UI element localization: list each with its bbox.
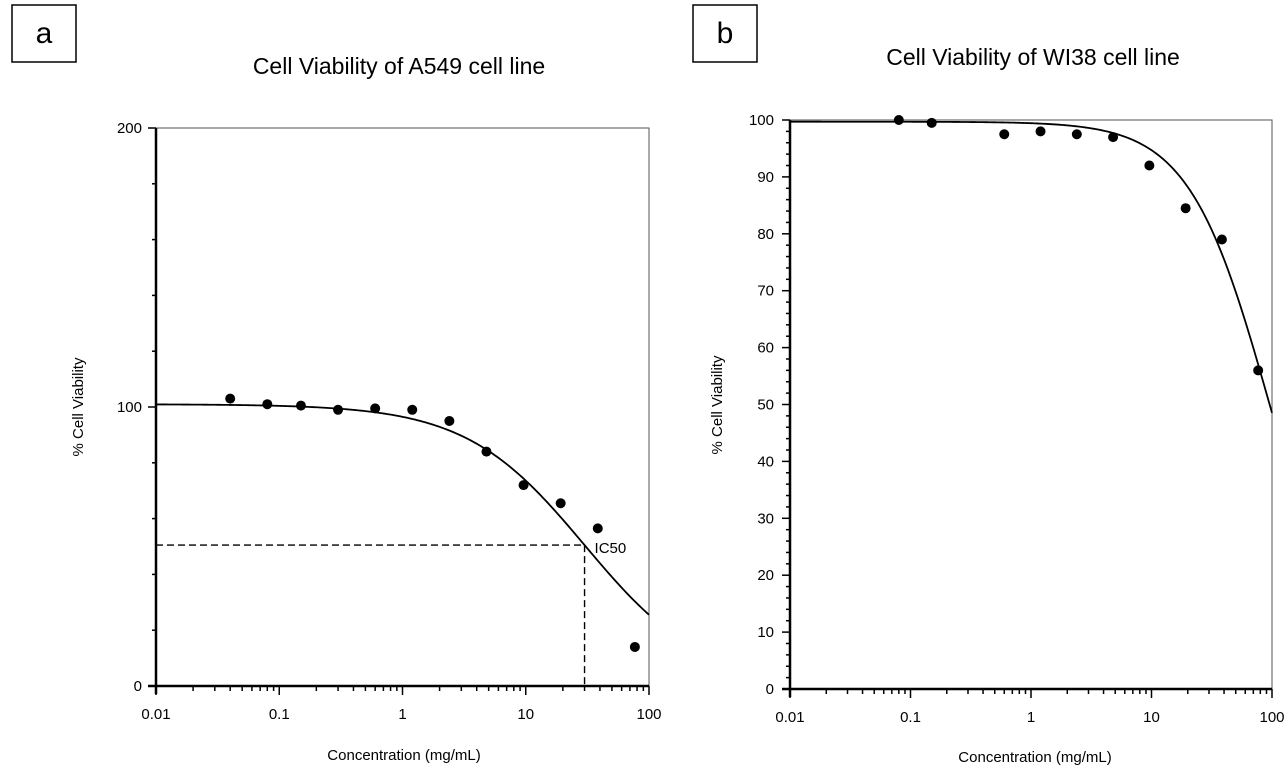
chart-a-x-axis-label: Concentration (mg/mL) (327, 747, 480, 764)
chart-a-data-point (444, 415, 455, 426)
chart-b-data-point (1108, 132, 1119, 143)
chart-b-y-tick-label: 90 (757, 169, 774, 186)
chart-b-data-point (1035, 126, 1046, 137)
chart-b-data-point (893, 115, 904, 125)
chart-a-data-point (555, 498, 566, 509)
chart-b-x-tick-label: 100 (1259, 709, 1284, 726)
chart-a-fit-curve (155, 403, 650, 616)
chart-b-y-tick-label: 60 (757, 340, 774, 357)
chart-a-y-tick-label: 0 (134, 678, 142, 695)
chart-a-data-point (481, 446, 492, 457)
chart-a-data-point (333, 404, 344, 415)
chart-b-data-point (1180, 203, 1191, 214)
chart-b-y-tick-label: 10 (757, 624, 774, 641)
chart-a-data-point (518, 480, 529, 491)
chart-a-y-axis-label: % Cell Viability (70, 357, 87, 456)
chart-a-x-tick-label: 1 (398, 706, 406, 723)
chart-a-data-point (225, 393, 236, 404)
chart-a-data-point (407, 404, 418, 415)
chart-b-x-tick-label: 1 (1027, 709, 1035, 726)
chart-a-plot: 0.01 0.1 1 10 100 0 100 200 IC50 (117, 120, 662, 723)
chart-a-data-point (629, 641, 640, 652)
panel-b-letter-box (692, 4, 758, 63)
chart-b-y-tick-label: 30 (757, 510, 774, 527)
panel-b-letter: b (717, 17, 734, 50)
chart-b-fit-curve (790, 120, 1273, 414)
chart-b-y-tick-label: 100 (749, 112, 774, 129)
chart-b-data-point (1216, 234, 1227, 245)
chart-a-data-point (370, 403, 381, 414)
chart-a-x-tick-label: 0.01 (141, 706, 170, 723)
chart-b-data-point (999, 129, 1010, 140)
chart-b-y-tick-label: 20 (757, 567, 774, 584)
chart-a-data-point (592, 523, 603, 534)
chart-b-x-tick-label: 0.1 (900, 709, 921, 726)
chart-b-title: Cell Viability of WI38 cell line (886, 44, 1180, 70)
panel-a: a Cell Viability of A549 cell line % Cel… (11, 4, 662, 764)
chart-a-data-point (295, 400, 306, 411)
chart-b-y-tick-label: 80 (757, 226, 774, 243)
chart-b-x-tick-label: 10 (1143, 709, 1160, 726)
chart-a-data-point (262, 399, 273, 410)
chart-a-title: Cell Viability of A549 cell line (253, 53, 545, 79)
chart-b-data-point (1253, 365, 1264, 376)
chart-b-y-tick-label: 40 (757, 453, 774, 470)
chart-b-y-tick-label: 50 (757, 397, 774, 414)
chart-b-data-point (1144, 160, 1155, 171)
chart-b-y-tick-label: 70 (757, 283, 774, 300)
chart-a-plot-frame (155, 127, 650, 687)
chart-b-y-tick-label: 0 (766, 681, 774, 698)
chart-a-x-tick-label: 0.1 (269, 706, 290, 723)
chart-a-y-tick-label: 200 (117, 120, 142, 137)
chart-b-plot: 0.01 0.1 1 10 100 0 10 20 30 40 50 60 70 80 90 100 (749, 112, 1285, 726)
panel-a-letter: a (36, 17, 53, 50)
chart-b-x-tick-label: 0.01 (775, 709, 804, 726)
chart-a-y-tick-label: 100 (117, 399, 142, 416)
chart-b-data-point (926, 117, 937, 128)
chart-a-x-tick-label: 100 (636, 706, 661, 723)
chart-a-ic50-label: IC50 (595, 540, 627, 557)
panel-a-letter-box (11, 4, 77, 63)
chart-a-x-tick-label: 10 (517, 706, 534, 723)
chart-b-data-point (1071, 129, 1082, 140)
chart-b-x-axis-label: Concentration (mg/mL) (958, 749, 1111, 766)
chart-b-y-axis-label: % Cell Viability (709, 355, 726, 454)
panel-b: b Cell Viability of WI38 cell line % Cel… (692, 4, 1285, 766)
